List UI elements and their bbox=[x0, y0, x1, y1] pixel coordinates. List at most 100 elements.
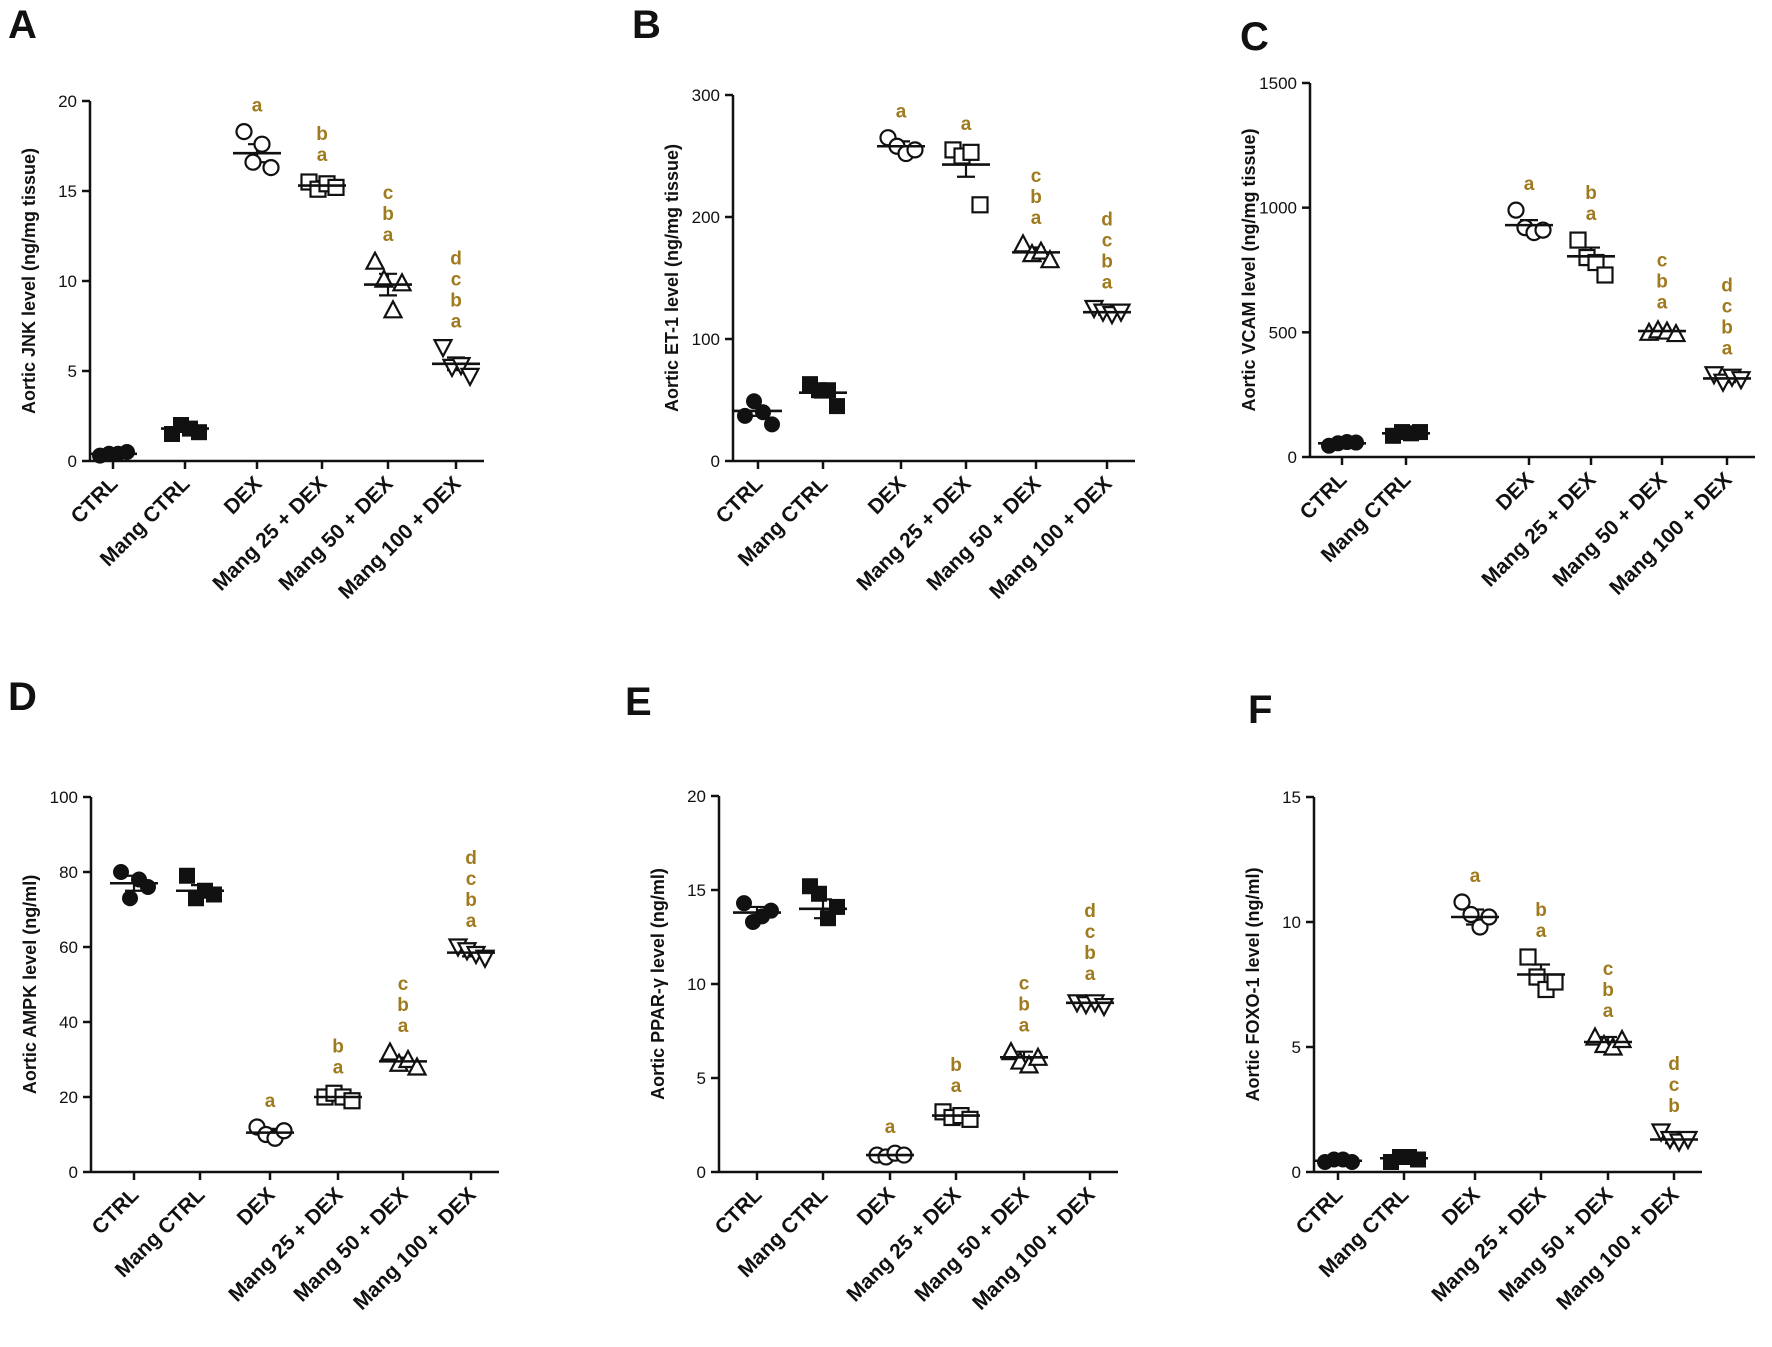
data-group bbox=[733, 895, 781, 930]
data-point bbox=[1584, 1026, 1606, 1046]
data-point bbox=[474, 949, 496, 970]
panel-letter: C bbox=[1240, 15, 1269, 59]
x-tick-label: CTRL bbox=[1296, 468, 1352, 524]
data-point bbox=[179, 867, 195, 884]
y-tick-label: 0 bbox=[711, 452, 720, 471]
significance-letter: b bbox=[950, 1055, 962, 1076]
data-point bbox=[829, 898, 845, 915]
x-tick-label: CTRL bbox=[1292, 1183, 1348, 1239]
data-group: dcb bbox=[1650, 1054, 1699, 1153]
significance-letter: b bbox=[1585, 183, 1597, 204]
data-point bbox=[736, 895, 752, 912]
significance-letter: d bbox=[1101, 210, 1113, 231]
x-tick-label: DEX bbox=[1492, 468, 1539, 515]
data-point bbox=[1569, 231, 1587, 249]
data-point bbox=[811, 885, 827, 902]
significance-letter: b bbox=[465, 890, 477, 911]
chart-panel-e: E 0 5 10 15 20 Aortic PPAR-γ level (ng/ml) CTRL… bbox=[625, 680, 1118, 1315]
significance-letter: c bbox=[1031, 166, 1042, 187]
data-point bbox=[379, 1041, 401, 1061]
data-point bbox=[1730, 371, 1752, 391]
significance-letter: a bbox=[1603, 1001, 1614, 1022]
data-point bbox=[1665, 322, 1687, 343]
data-point bbox=[122, 890, 138, 907]
x-tick-label: CTRL bbox=[712, 472, 768, 528]
data-group: a bbox=[1451, 866, 1499, 936]
data-point bbox=[1546, 973, 1564, 991]
panel-letter: F bbox=[1248, 688, 1272, 732]
significance-letter: b bbox=[1721, 318, 1733, 339]
x-tick-label: Mang 25 + DEX bbox=[224, 1183, 347, 1306]
significance-letter: a bbox=[1524, 174, 1535, 195]
panel-letter: B bbox=[632, 3, 661, 47]
significance-letter: a bbox=[1586, 204, 1597, 225]
significance-letter: d bbox=[1084, 901, 1096, 922]
significance-letter: a bbox=[885, 1117, 896, 1138]
significance-letter: b bbox=[1030, 187, 1042, 208]
significance-letter: a bbox=[333, 1057, 344, 1078]
significance-letter: a bbox=[383, 225, 394, 246]
significance-letter: b bbox=[397, 995, 409, 1016]
significance-letter: a bbox=[1031, 208, 1042, 229]
y-axis-label: Aortic AMPK level (ng/ml) bbox=[20, 875, 40, 1094]
y-tick-label: 100 bbox=[50, 788, 78, 807]
significance-letter: c bbox=[1669, 1075, 1680, 1096]
y-tick-label: 20 bbox=[687, 787, 706, 806]
significance-letter: c bbox=[466, 869, 477, 890]
significance-letter: b bbox=[1535, 900, 1547, 921]
significance-letter: c bbox=[383, 183, 394, 204]
y-tick-label: 60 bbox=[59, 938, 78, 957]
data-point bbox=[1030, 240, 1052, 260]
significance-letter: b bbox=[382, 204, 394, 225]
x-tick-label: DEX bbox=[864, 472, 911, 519]
x-tick-label: Mang 100 + DEX bbox=[1605, 468, 1736, 599]
significance-letter: d bbox=[450, 249, 462, 270]
significance-letter: b bbox=[1656, 272, 1668, 293]
data-point bbox=[906, 141, 924, 159]
significance-letter: a bbox=[1470, 866, 1481, 887]
data-point bbox=[244, 153, 262, 171]
data-group bbox=[1314, 1151, 1362, 1170]
y-tick-label: 80 bbox=[59, 863, 78, 882]
significance-letter: a bbox=[1657, 293, 1668, 314]
data-point bbox=[1596, 266, 1614, 284]
y-tick-label: 10 bbox=[687, 975, 706, 994]
x-tick-label: Mang 100 + DEX bbox=[349, 1183, 480, 1314]
data-point bbox=[253, 135, 271, 153]
significance-letter: a bbox=[451, 312, 462, 333]
data-point bbox=[1507, 201, 1525, 219]
data-group: ba bbox=[314, 1036, 362, 1110]
data-point bbox=[459, 367, 481, 388]
y-tick-label: 500 bbox=[1269, 323, 1297, 342]
x-tick-label: CTRL bbox=[67, 472, 123, 528]
x-tick-label: Mang 50 + DEX bbox=[910, 1183, 1033, 1306]
y-tick-label: 10 bbox=[58, 272, 77, 291]
data-group: a bbox=[866, 1117, 914, 1166]
significance-letter: d bbox=[1721, 276, 1733, 297]
y-axis-label: Aortic PPAR-γ level (ng/ml) bbox=[648, 868, 668, 1100]
y-tick-label: 1500 bbox=[1259, 74, 1297, 93]
data-point bbox=[764, 416, 780, 433]
data-point bbox=[113, 864, 129, 880]
data-point bbox=[763, 902, 779, 919]
data-point bbox=[829, 398, 845, 415]
data-point bbox=[746, 393, 762, 410]
y-tick-label: 200 bbox=[692, 208, 720, 227]
significance-letter: a bbox=[951, 1076, 962, 1097]
data-point bbox=[140, 879, 156, 895]
data-group: cba bbox=[379, 974, 428, 1076]
data-group: ba bbox=[1517, 900, 1565, 999]
x-tick-label: Mang 50 + DEX bbox=[274, 472, 397, 595]
chart-panel-c: C 0 500 1000 1500 Aortic VCAM level (ng/mg ti… bbox=[1239, 15, 1755, 600]
chart-panel-d: D 0 20 40 60 80 100 Aortic AMPK level (ng/ml) CT… bbox=[8, 675, 499, 1315]
significance-letter: b bbox=[450, 291, 462, 312]
significance-letter: b bbox=[1668, 1096, 1680, 1117]
data-point bbox=[432, 339, 454, 359]
data-group: ba bbox=[932, 1055, 980, 1128]
data-point bbox=[191, 424, 207, 441]
x-tick-label: Mang 25 + DEX bbox=[842, 1183, 965, 1306]
y-axis-label: Aortic VCAM level (ng/mg tissue) bbox=[1239, 128, 1259, 411]
